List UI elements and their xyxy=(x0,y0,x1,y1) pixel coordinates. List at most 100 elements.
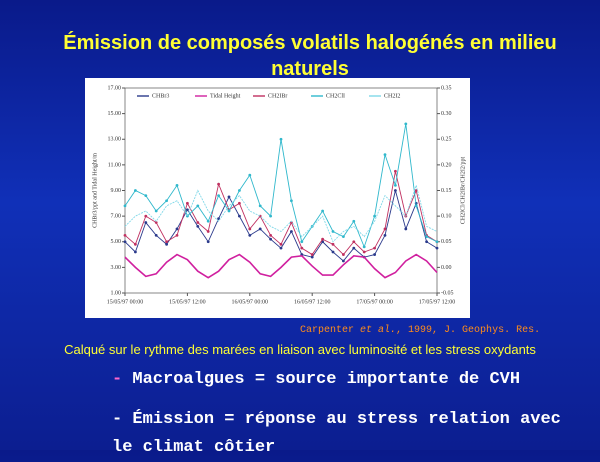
legend-label: CH2I2 xyxy=(384,93,400,99)
point xyxy=(321,237,324,241)
series-line xyxy=(124,123,438,249)
series-line xyxy=(124,183,438,243)
bullet: - Macroalgues = source importante de CVH xyxy=(112,366,582,394)
y2-tick-label: -0.05 xyxy=(441,290,454,296)
point xyxy=(394,189,397,192)
point xyxy=(144,194,148,198)
point xyxy=(123,233,127,237)
y2-tick-label: 0.15 xyxy=(441,188,452,194)
point xyxy=(134,242,137,246)
point xyxy=(342,259,345,263)
point xyxy=(258,227,262,231)
point xyxy=(144,214,148,218)
y-tick-label: 3.00 xyxy=(111,265,122,271)
point xyxy=(175,233,179,237)
point xyxy=(300,246,304,250)
point xyxy=(394,183,397,187)
point xyxy=(248,227,252,231)
point xyxy=(321,240,324,244)
point xyxy=(154,209,158,213)
bullet-marker: - xyxy=(112,370,123,389)
y-tick-label: 13.00 xyxy=(108,137,122,143)
point xyxy=(196,224,200,228)
point xyxy=(227,195,231,199)
point xyxy=(258,204,262,208)
point xyxy=(206,219,210,223)
point xyxy=(279,242,283,246)
point xyxy=(279,137,283,141)
point xyxy=(186,201,189,205)
y-axis-label: CHBr3/ppt and Tidal Height/m xyxy=(92,153,98,228)
point xyxy=(217,182,221,186)
point xyxy=(310,253,314,256)
y2-tick-label: 0.05 xyxy=(441,239,452,245)
point xyxy=(144,221,148,224)
y2-tick-label: 0.00 xyxy=(441,265,452,271)
point xyxy=(352,246,356,250)
point xyxy=(342,253,345,256)
y2-tick-label: 0.10 xyxy=(441,214,452,220)
point xyxy=(175,183,179,187)
citation: Carpenter et al., 1999, J. Geophys. Res. xyxy=(300,325,540,336)
point xyxy=(373,214,376,218)
point xyxy=(404,122,408,126)
point xyxy=(269,233,272,237)
caption: Calqué sur le rythme des marées en liais… xyxy=(64,342,536,357)
point xyxy=(290,199,293,203)
point xyxy=(238,214,241,218)
point xyxy=(279,246,283,250)
point xyxy=(165,240,168,244)
x-tick-label: 16/05/97 12:00 xyxy=(294,299,331,305)
point xyxy=(154,221,158,224)
point xyxy=(248,233,252,237)
y2-axis-label: CH2ICl/CH2IBr/CH2I2/ppt xyxy=(460,157,466,225)
y-tick-label: 7.00 xyxy=(111,214,122,220)
citation-author: Carpenter xyxy=(300,325,355,336)
point xyxy=(300,240,304,244)
point xyxy=(383,227,387,231)
y2-tick-label: 0.25 xyxy=(441,137,452,143)
point xyxy=(196,221,200,224)
y2-tick-label: 0.30 xyxy=(441,111,452,117)
point xyxy=(331,250,335,254)
y-tick-label: 11.00 xyxy=(108,162,121,168)
point xyxy=(331,230,335,233)
point xyxy=(352,240,356,244)
legend-label: CHBr3 xyxy=(152,93,169,99)
point xyxy=(383,153,387,157)
point xyxy=(404,227,408,231)
chart: 1.00 3.00 5.00 7.00 9.00 11.00 13.00 15.00 17.00… xyxy=(85,78,470,318)
bullet: - Émission = réponse au stress relation … xyxy=(112,406,582,462)
point xyxy=(383,233,387,237)
point xyxy=(206,240,210,244)
point xyxy=(373,246,376,250)
point xyxy=(134,189,137,192)
y2-tick-label: 0.35 xyxy=(441,85,452,91)
citation-etal: et al. xyxy=(360,325,397,336)
legend-label: CH2ClI xyxy=(326,93,345,99)
point xyxy=(414,204,418,208)
legend-label: Tidal Height xyxy=(210,93,241,99)
point xyxy=(342,235,345,239)
y-tick-label: 1.00 xyxy=(111,290,122,296)
point xyxy=(425,235,428,239)
legend-label: CH2IBr xyxy=(268,93,287,99)
x-tick-label: 15/05/97 12:00 xyxy=(169,299,206,305)
y-tick-label: 15.00 xyxy=(108,111,122,117)
point xyxy=(331,242,335,246)
point xyxy=(175,227,179,231)
point xyxy=(362,245,366,249)
x-tick-label: 17/05/97 00:00 xyxy=(356,299,393,305)
point xyxy=(217,217,221,221)
point xyxy=(206,230,210,233)
y2-tick-label: 0.20 xyxy=(441,162,452,168)
point xyxy=(165,242,168,246)
slide-title: Émission de composés volatils halogénés … xyxy=(63,32,557,80)
point xyxy=(435,240,439,244)
point xyxy=(362,250,366,254)
y-tick-label: 17.00 xyxy=(108,85,122,91)
point xyxy=(269,237,272,241)
citation-rest: , 1999, J. Geophys. Res. xyxy=(396,325,541,336)
point xyxy=(394,169,397,173)
x-tick-label: 17/05/97 12:00 xyxy=(419,299,456,305)
